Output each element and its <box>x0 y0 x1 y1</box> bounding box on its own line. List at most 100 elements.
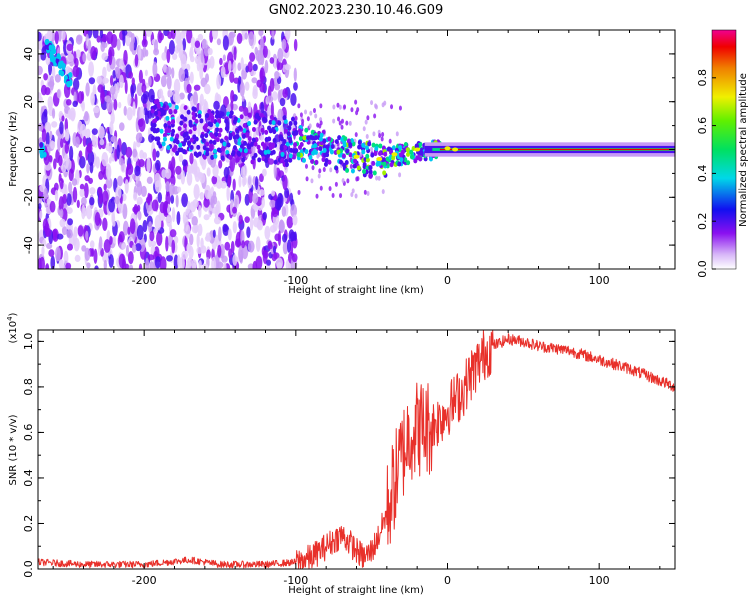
spectrogram-cell <box>191 259 197 269</box>
spectrogram-cell <box>43 108 48 118</box>
spectrogram-cell <box>178 142 183 148</box>
spectrogram-cell <box>127 251 134 265</box>
spectrogram-cell <box>241 240 245 249</box>
spectrogram-cell <box>368 165 373 171</box>
spectrogram-cell <box>192 134 197 140</box>
spectrogram-cell <box>331 193 335 199</box>
spectrogram-cell <box>102 217 108 231</box>
spectrogram-cell <box>38 96 43 104</box>
spectrogram-cell <box>271 142 276 148</box>
spectrogram-cell <box>288 153 293 159</box>
spectrogram-cell <box>199 192 205 200</box>
spectrogram-cell <box>122 203 128 220</box>
spectrogram-cell <box>398 105 402 111</box>
spectrogram-hotspot <box>353 154 360 159</box>
spectrogram-cell <box>183 116 188 122</box>
spectrogram-cell <box>373 113 377 119</box>
spectrogram-cell <box>220 66 226 78</box>
spectrogram-cell <box>154 180 162 193</box>
spectrogram-cell <box>247 61 253 73</box>
spectrogram-cell <box>193 84 201 91</box>
spectrogram-cell <box>136 224 144 240</box>
spectrogram-cell <box>355 176 359 182</box>
spectrogram-cell <box>171 119 176 125</box>
spectrogram-cell <box>356 107 360 113</box>
spectrogram-cell <box>146 176 153 185</box>
spectrogram-cell <box>82 135 87 147</box>
spectrogram-cell <box>252 192 259 204</box>
spectrogram-cell <box>127 93 132 106</box>
spectrogram-cell <box>101 152 109 167</box>
spectrogram-cell <box>271 30 275 40</box>
spectrogram-cell <box>166 214 173 227</box>
spectrogram-cell <box>137 204 141 212</box>
spectrogram-cell <box>72 78 80 91</box>
spectrogram-cell <box>155 127 160 133</box>
spectrogram-cell <box>370 152 375 158</box>
spectrogram-cell <box>262 249 269 259</box>
snr-xlabel: Height of straight line (km) <box>288 585 424 596</box>
spectrogram-cell <box>199 141 205 153</box>
spectrogram-cell <box>374 103 378 109</box>
spectrogram-cell <box>205 232 211 241</box>
spectrogram-cell <box>247 112 252 118</box>
spectrogram-cell <box>53 158 57 170</box>
spectrogram-cell <box>204 83 211 95</box>
spectrogram-cell <box>48 44 53 51</box>
spectrogram-cell <box>386 146 391 152</box>
spectrogram-cell <box>218 160 223 169</box>
spectrogram-cell <box>279 136 284 142</box>
spectrogram-cell <box>162 132 167 138</box>
spectrogram-cell <box>290 92 297 106</box>
spectrogram-cell <box>168 183 176 196</box>
spectrogram-cell <box>271 91 278 101</box>
spectrogram-cell <box>244 81 250 91</box>
spectrogram-cell <box>57 30 62 42</box>
spectrogram-cell <box>317 173 321 179</box>
spectrogram-cell <box>61 30 66 41</box>
spectrogram-cell <box>60 138 64 149</box>
spectrogram-cell <box>237 62 242 72</box>
spectrogram-cell <box>226 142 231 148</box>
spectrogram-cell <box>213 195 218 205</box>
spectrogram-cell <box>378 133 382 139</box>
spectrogram-cell <box>161 141 166 147</box>
spectrogram-cell <box>409 154 414 160</box>
spectrogram-cell <box>68 168 74 182</box>
spectrogram-cell <box>229 156 236 172</box>
spectrogram-cell <box>112 219 116 227</box>
spectrogram-cell <box>194 40 201 49</box>
spectrogram-cell <box>267 158 275 165</box>
spectrogram-cell <box>278 219 285 234</box>
spectrogram-cell <box>59 121 64 135</box>
spectrogram-cell <box>40 84 47 96</box>
spectrogram-cell <box>241 95 245 102</box>
spectrogram-cell <box>409 149 414 155</box>
spectrogram-cell <box>62 193 67 204</box>
spectrogram-cell <box>150 240 157 247</box>
spectrogram-cell <box>268 145 273 151</box>
spectrogram-cell <box>77 225 84 237</box>
spectrogram-cell <box>211 175 218 185</box>
spectrogram-cell <box>345 148 350 154</box>
spectrogram-cell <box>66 53 74 63</box>
spectrogram-cell <box>293 38 298 52</box>
spectrogram-cell <box>244 216 250 223</box>
spectrogram-cell <box>171 207 176 223</box>
spectrogram-cell <box>182 149 187 155</box>
spectrogram-cell <box>273 162 277 179</box>
spectrogram-cell <box>189 233 194 246</box>
spectrogram-cell <box>235 157 240 163</box>
spectrogram-hotspot <box>444 146 451 151</box>
spectrogram-cell <box>352 163 357 169</box>
spectrogram-cell <box>232 220 237 234</box>
spectrogram-cell <box>38 42 43 51</box>
spectrogram-cell <box>240 57 244 71</box>
spectrogram-cell <box>159 128 164 134</box>
spectrogram-cell <box>343 136 348 142</box>
spectrogram-cell <box>229 71 235 83</box>
spectrogram-cell <box>218 226 222 242</box>
spectrogram-cell <box>65 132 70 139</box>
spectrogram-cell <box>252 260 258 269</box>
spectrogram-cell <box>64 142 70 154</box>
